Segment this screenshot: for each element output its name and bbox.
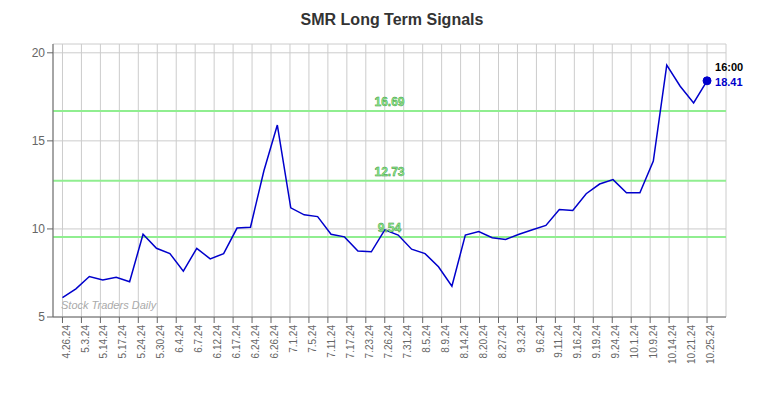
svg-text:16.69: 16.69 [374, 95, 404, 109]
svg-text:9.54: 9.54 [378, 221, 402, 235]
svg-text:10.21.24: 10.21.24 [686, 325, 697, 364]
svg-text:6.26.24: 6.26.24 [269, 325, 280, 359]
svg-text:5.17.24: 5.17.24 [117, 325, 128, 359]
svg-text:9.16.24: 9.16.24 [572, 325, 583, 359]
svg-text:5.24.24: 5.24.24 [136, 325, 147, 359]
html-text:SMR Long Term Signals: SMR Long Term Signals [300, 11, 484, 28]
svg-text:7.23.24: 7.23.24 [364, 325, 375, 359]
svg-text:7.1.24: 7.1.24 [288, 325, 299, 353]
svg-text:9.19.24: 9.19.24 [591, 325, 602, 359]
svg-text:9.24.24: 9.24.24 [610, 325, 621, 359]
svg-text:4.26.24: 4.26.24 [61, 325, 72, 359]
svg-text:6.4.24: 6.4.24 [174, 325, 185, 353]
svg-text:6.12.24: 6.12.24 [212, 325, 223, 359]
svg-text:6.7.24: 6.7.24 [193, 325, 204, 353]
svg-text:20: 20 [32, 46, 46, 60]
svg-text:15: 15 [32, 134, 46, 148]
svg-text:8.14.24: 8.14.24 [459, 325, 470, 359]
svg-text:8.20.24: 8.20.24 [478, 325, 489, 359]
svg-text:10.14.24: 10.14.24 [667, 325, 678, 364]
svg-text:9.11.24: 9.11.24 [553, 325, 564, 358]
svg-text:5.14.24: 5.14.24 [98, 325, 109, 359]
svg-text:9.3.24: 9.3.24 [516, 325, 527, 353]
svg-text:5.30.24: 5.30.24 [155, 325, 166, 359]
svg-text:16:00: 16:00 [715, 61, 743, 73]
svg-text:7.31.24: 7.31.24 [402, 325, 413, 359]
svg-text:5: 5 [38, 310, 45, 324]
svg-text:9.6.24: 9.6.24 [535, 325, 546, 353]
svg-text:10: 10 [32, 222, 46, 236]
svg-text:10.9.24: 10.9.24 [648, 325, 659, 359]
svg-text:10.25.24: 10.25.24 [705, 325, 716, 364]
svg-text:18.41: 18.41 [715, 76, 743, 88]
svg-text:5.3.24: 5.3.24 [80, 325, 91, 353]
svg-text:8.9.24: 8.9.24 [440, 325, 451, 353]
svg-text:6.24.24: 6.24.24 [250, 325, 261, 359]
svg-text:7.11.24: 7.11.24 [326, 325, 337, 358]
svg-text:7.26.24: 7.26.24 [383, 325, 394, 359]
svg-text:Stock Traders Daily: Stock Traders Daily [61, 299, 158, 311]
svg-text:7.17.24: 7.17.24 [345, 325, 356, 359]
svg-text:8.27.24: 8.27.24 [497, 325, 508, 359]
svg-text:6.17.24: 6.17.24 [231, 325, 242, 359]
svg-text:7.5.24: 7.5.24 [307, 325, 318, 353]
svg-text:12.73: 12.73 [374, 165, 404, 179]
svg-text:10.1.24: 10.1.24 [629, 325, 640, 359]
svg-text:8.5.24: 8.5.24 [421, 325, 432, 353]
